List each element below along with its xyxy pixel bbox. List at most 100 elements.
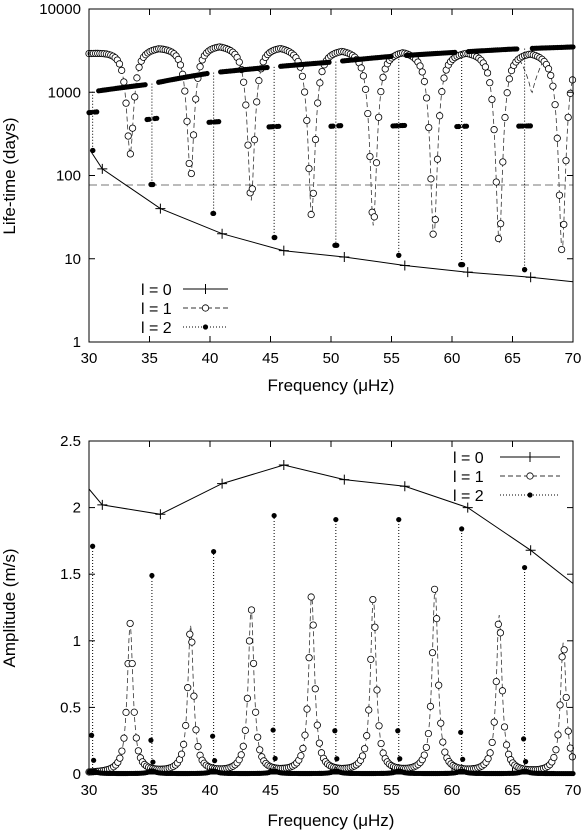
series-l2-point — [204, 70, 210, 77]
series-l1-point — [122, 99, 130, 107]
series-l1-point — [126, 150, 134, 158]
y-tick-label: 0 — [73, 766, 81, 783]
series-l2-point — [330, 123, 336, 129]
series-l1-point — [564, 113, 572, 121]
x-tick-label: 30 — [81, 350, 98, 367]
series-l1-point — [183, 117, 191, 125]
series-l1-point — [431, 216, 439, 224]
legend-l2-label: l = 2 — [141, 320, 172, 337]
series-l0-point — [462, 502, 473, 513]
x-tick-label: 35 — [141, 782, 158, 799]
series-l1-point — [192, 726, 200, 734]
series-l2-dip-point — [149, 181, 155, 188]
series-l0-point — [399, 481, 410, 492]
series-l1-point — [556, 701, 564, 709]
series-l1-point — [558, 245, 566, 254]
lifetime-axis-ticks: 30 35 40 45 50 55 60 65 70 1 10 100 1000 10000 — [39, 1, 581, 367]
series-l1-point — [242, 101, 250, 109]
series-l1-point — [379, 73, 387, 81]
series-l0-point — [525, 272, 536, 283]
series-l1-point — [124, 132, 132, 140]
series-l1-point — [314, 99, 322, 107]
series-l1-point — [247, 606, 256, 614]
series-l2-point — [148, 737, 154, 743]
series-l1-point — [566, 744, 574, 752]
series-l1-point — [126, 619, 134, 628]
legend-l1-label: l = 1 — [141, 301, 172, 318]
series-l1-point — [373, 686, 381, 694]
series-l1-point — [311, 685, 319, 693]
legend-l0-label: l = 0 — [141, 282, 172, 299]
lifetime-legend-samples — [183, 284, 228, 330]
series-l2-point — [154, 115, 160, 121]
series-l1-point — [499, 158, 507, 166]
series-l2-point — [94, 109, 100, 115]
series-l1-point — [190, 692, 198, 700]
lifetime-legend: l = 0 l = 1 l = 2 — [141, 282, 228, 337]
series-l0-point — [97, 499, 108, 510]
series-l1-point — [316, 79, 324, 87]
series-l1-point — [128, 124, 137, 132]
series-l2-point — [264, 64, 270, 71]
series-l1-point — [196, 63, 204, 71]
series-l2-peak-point — [396, 516, 402, 523]
series-l1-point — [182, 721, 190, 730]
legend-l1-label: l = 1 — [453, 469, 484, 486]
series-l2-point — [458, 729, 464, 735]
series-l2-point — [270, 124, 276, 130]
series-l1-point — [128, 659, 136, 668]
series-l1-point — [237, 751, 245, 759]
series-l2-point — [523, 759, 529, 765]
series-l1-point — [248, 185, 256, 193]
series-l1-point — [564, 727, 572, 735]
amplitude-plot-data — [85, 459, 576, 777]
y-tick-label: 10000 — [39, 1, 81, 18]
series-l2-point — [216, 119, 222, 125]
series-l1-point — [244, 141, 252, 149]
series-l1-point — [492, 178, 500, 186]
series-l1-point — [309, 621, 317, 629]
series-l2-dip-point — [211, 210, 217, 217]
series-l1-point — [500, 723, 509, 731]
series-l1-point — [365, 706, 373, 714]
series-l2-peak-point — [211, 548, 217, 555]
y-tick-label: 2 — [73, 500, 81, 517]
series-l1-point — [301, 88, 309, 96]
series-l2-dip-point — [459, 262, 465, 268]
x-tick-label: 65 — [504, 782, 521, 799]
series-l1-point — [562, 693, 570, 702]
series-l0-point — [155, 509, 166, 520]
series-l1-point — [375, 113, 383, 121]
series-l0-point — [525, 545, 536, 556]
series-l1-point — [177, 750, 186, 758]
series-l1-point — [428, 649, 437, 657]
series-l1-point — [550, 753, 558, 762]
series-l2-dip-point — [522, 267, 528, 273]
series-l2-point — [388, 53, 394, 59]
series-l1-point — [488, 95, 496, 104]
x-tick-label: 70 — [565, 350, 582, 367]
amplitude-panel: 30 35 40 45 50 55 60 65 70 0 0.5 1 1.5 2 2.5 Frequency… — [0, 433, 581, 830]
series-l0-line — [89, 150, 574, 283]
series-l2-point — [520, 123, 526, 129]
legend-l1-marker — [201, 304, 210, 312]
legend-l0-marker — [200, 284, 211, 294]
series-l2-dip-point — [333, 242, 339, 248]
series-l0-point — [217, 228, 228, 239]
series-l1-point — [303, 116, 311, 125]
series-l1-point — [252, 708, 260, 716]
x-tick-label: 65 — [504, 350, 521, 367]
legend-l2-label: l = 2 — [453, 488, 484, 505]
series-l2-point — [401, 122, 408, 129]
series-l1-point — [315, 739, 323, 747]
series-l1-line — [89, 586, 573, 773]
series-l1-point — [505, 75, 513, 83]
series-l2-point — [88, 109, 94, 116]
lifetime-panel: 30 35 40 45 50 55 60 65 70 1 10 100 1000 10000 Freque… — [0, 1, 581, 395]
series-l1-point — [429, 230, 437, 238]
series-l1-point — [369, 595, 377, 604]
series-l1-point — [372, 159, 381, 167]
series-l1-point — [555, 191, 564, 199]
series-l1-point — [435, 681, 443, 689]
